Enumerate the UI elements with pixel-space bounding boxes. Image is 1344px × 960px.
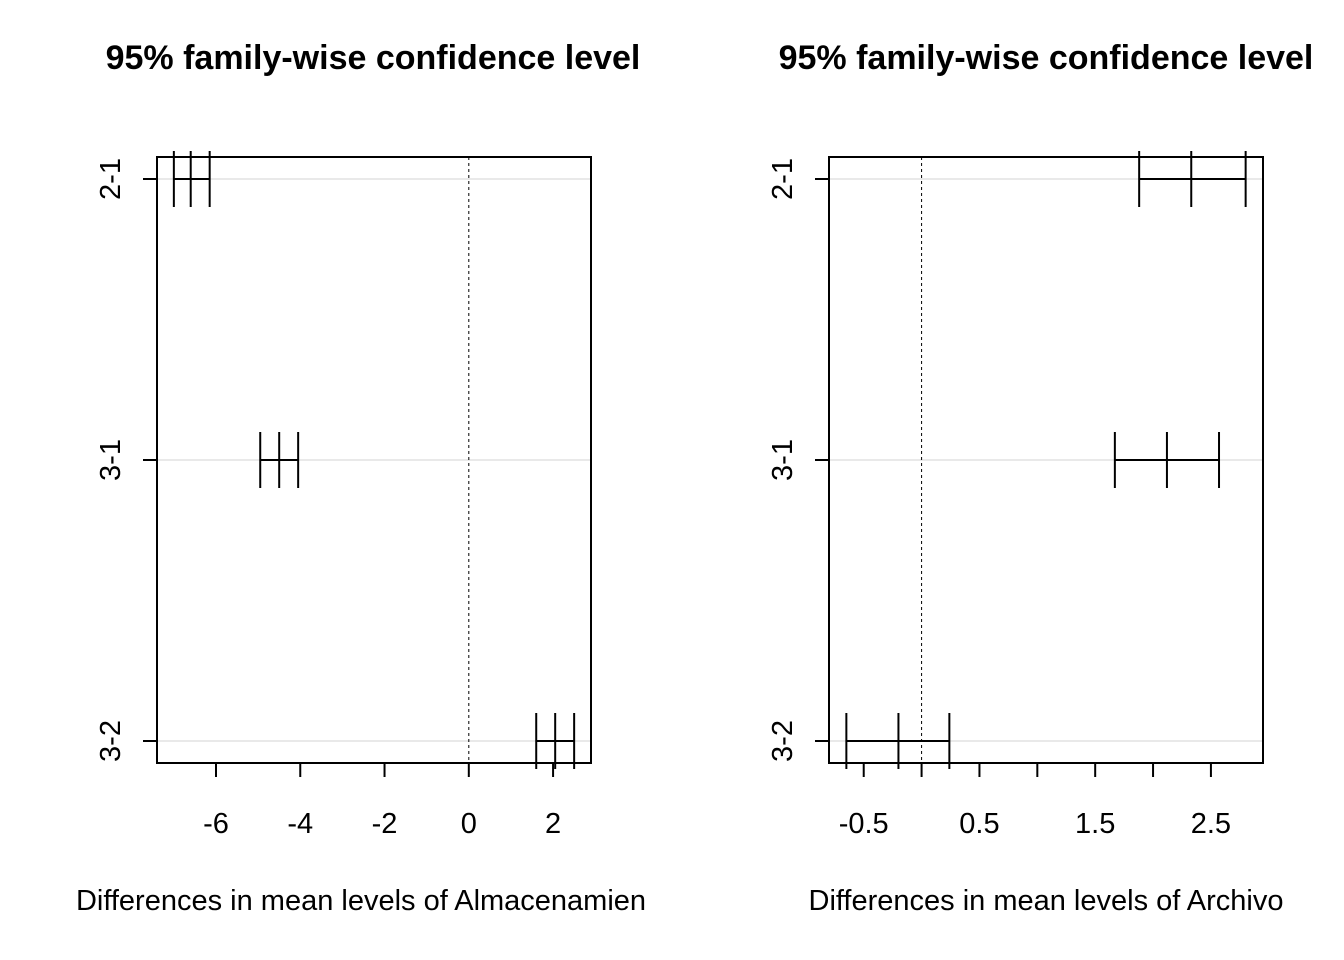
chart-panel-archivo: 95% family-wise confidence level Differe… — [767, 39, 1313, 917]
x-tick-label: 2 — [545, 808, 561, 840]
y-tick-label: 3-2 — [767, 720, 799, 762]
chart-title: 95% family-wise confidence level — [106, 39, 641, 77]
x-tick-label: -6 — [203, 808, 229, 840]
x-tick-label: -2 — [372, 808, 398, 840]
y-tick-label: 2-1 — [95, 158, 127, 200]
plot-frame — [156, 156, 592, 764]
chart-panel-almacenamien: 95% family-wise confidence level Differe… — [76, 39, 646, 917]
x-tick-label: 2.5 — [1191, 808, 1231, 840]
x-tick-label: -4 — [287, 808, 313, 840]
x-axis-label: Differences in mean levels of Archivo — [809, 885, 1284, 917]
plot-frame — [828, 156, 1264, 764]
x-tick-label: 1.5 — [1075, 808, 1115, 840]
x-tick-label: 0.5 — [959, 808, 999, 840]
y-tick-label: 3-1 — [95, 439, 127, 481]
y-tick-label: 3-2 — [95, 720, 127, 762]
x-axis-label: Differences in mean levels of Almacenami… — [76, 885, 646, 917]
y-tick-label: 2-1 — [767, 158, 799, 200]
chart-title: 95% family-wise confidence level — [779, 39, 1314, 77]
x-tick-label: -0.5 — [839, 808, 889, 840]
y-tick-label: 3-1 — [767, 439, 799, 481]
x-tick-label: 0 — [461, 808, 477, 840]
